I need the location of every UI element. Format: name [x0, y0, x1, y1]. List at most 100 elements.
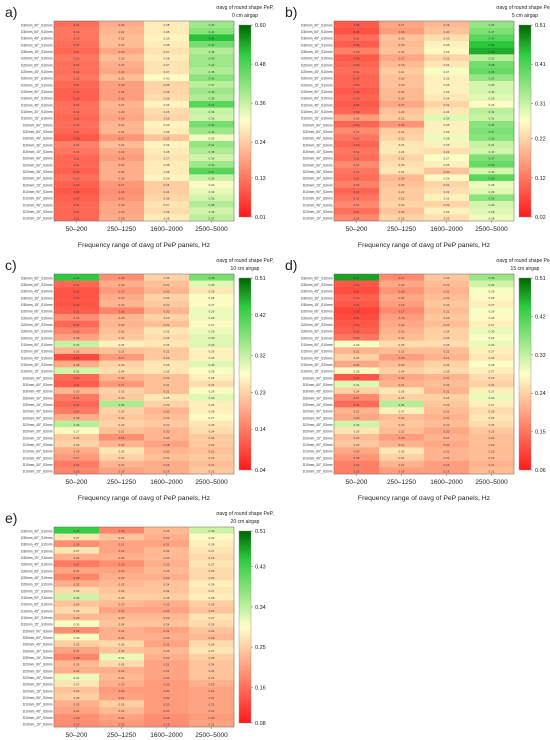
cell-value-label: 0.27 [489, 323, 495, 327]
cell-value-label: 0.23 [164, 549, 170, 553]
cell-value-label: 0.11 [74, 50, 80, 54]
cell-value-label: 0.46 [489, 50, 495, 54]
cell-value-label: 0.20 [119, 316, 125, 320]
heatmap-cell [144, 667, 190, 674]
x-tick-label: 1600–2000 [150, 226, 183, 233]
cell-value-label: 0.23 [354, 443, 360, 447]
cell-value-label: 0.27 [209, 303, 215, 307]
heatmap-cell [144, 354, 190, 361]
heatmap-cell [379, 294, 425, 301]
heatmap-cell [144, 67, 190, 75]
cell-value-label: 0.18 [119, 83, 125, 87]
cell-value-label: 0.22 [444, 103, 450, 107]
heatmap-cell [469, 121, 515, 128]
cell-value-label: 0.24 [164, 336, 170, 340]
heatmap-cell [379, 334, 425, 341]
heatmap-cell [99, 567, 145, 574]
cell-value-label: 0.13 [74, 30, 80, 34]
heatmap-cell [99, 533, 145, 541]
heatmap-cell [424, 67, 470, 75]
cell-value-label: 0.27 [164, 157, 170, 161]
cell-value-label: 0.19 [119, 283, 125, 287]
heatmap-cell [469, 61, 515, 68]
cell-value-label: 0.19 [444, 470, 450, 474]
cell-value-label: 0.12 [74, 103, 80, 107]
cell-value-label: 0.19 [399, 316, 405, 320]
heatmap-cell [334, 414, 380, 421]
cell-value-label: 0.22 [164, 356, 170, 360]
heatmap-cell [424, 354, 470, 361]
cell-value-label: 0.20 [164, 696, 170, 700]
cell-value-label: 0.22 [399, 157, 405, 161]
cell-value-label: 0.24 [164, 583, 170, 587]
heatmap-cell [424, 340, 470, 348]
heatmap-cell [54, 360, 100, 368]
cell-value-label: 0.19 [74, 723, 80, 727]
cell-value-label: 0.11 [74, 157, 80, 161]
row-label: D20mm_60°_S3mm [303, 416, 333, 420]
heatmap-cell [99, 147, 145, 155]
heatmap-cell [144, 647, 190, 654]
cell-value-label: 0.22 [74, 436, 80, 440]
heatmap-cell [469, 167, 515, 175]
cell-value-label: 0.34 [399, 403, 405, 407]
cell-value-label: 0.22 [489, 436, 495, 440]
cell-value-label: 0.19 [164, 463, 170, 467]
heatmap-cell [189, 633, 235, 641]
cell-value-label: 0.24 [119, 589, 125, 593]
row-label: D30mm_90°_S10mm [301, 23, 333, 27]
cell-value-label: 0.20 [119, 110, 125, 114]
cell-value-label: 0.17 [119, 197, 125, 201]
heatmap-cell [334, 387, 380, 395]
heatmap-cell [189, 427, 235, 435]
heatmap-cell [379, 201, 425, 208]
cell-value-label: 0.22 [489, 450, 495, 454]
x-tick-label: 1600–2000 [150, 732, 183, 739]
heatmap-cell [144, 154, 190, 162]
row-label: D10mm_30°_S10mm [21, 110, 53, 114]
heatmap-cell [99, 687, 145, 694]
heatmap-cell [189, 194, 235, 202]
cell-value-label: 0.21 [444, 376, 450, 380]
row-label: D20mm_90°_S3mm [23, 663, 53, 667]
cell-value-label: 0.20 [399, 77, 405, 81]
cell-value-label: 0.20 [119, 689, 125, 693]
row-label: D30mm_15°_S10mm [21, 50, 53, 54]
cell-value-label: 0.26 [209, 556, 215, 560]
cell-value-label: 0.30 [489, 170, 495, 174]
cell-value-label: 0.27 [399, 410, 405, 414]
heatmap-cell [379, 101, 425, 108]
colorbar [518, 24, 532, 218]
heatmap-cell [99, 633, 145, 641]
cell-value-label: 0.22 [119, 43, 125, 47]
heatmap-cell [424, 334, 470, 341]
cell-value-label: 0.25 [444, 77, 450, 81]
heatmap-cell [144, 427, 190, 435]
heatmap-cell [144, 627, 190, 634]
cell-value-label: 0.27 [209, 563, 215, 567]
heatmap-cell [99, 580, 145, 588]
cell-value-label: 0.26 [489, 356, 495, 360]
cell-value-label: 0.20 [164, 683, 170, 687]
row-label: D30mm_45°_S3mm [23, 643, 53, 647]
cell-value-label: 0.29 [164, 143, 170, 147]
cell-value-label: 0.13 [74, 77, 80, 81]
row-label: D20mm_60°_S10mm [301, 316, 333, 320]
heatmap-cell [334, 280, 380, 288]
heatmap-cell [99, 294, 145, 301]
row-label: D10mm_15°_S10mm [21, 117, 53, 121]
heatmap-cell [334, 21, 380, 28]
cell-value-label: 0.21 [399, 117, 405, 121]
cell-value-label: 0.22 [444, 350, 450, 354]
cell-value-label: 0.23 [489, 430, 495, 434]
cell-value-label: 0.28 [444, 137, 450, 141]
heatmap-cell [424, 61, 470, 68]
heatmap-cell [99, 627, 145, 634]
heatmap-cell [469, 300, 515, 308]
cell-value-label: 0.40 [209, 23, 215, 27]
cell-value-label: 0.19 [119, 150, 125, 154]
heatmap-cell [189, 713, 235, 721]
cell-value-label: 0.16 [354, 463, 360, 467]
cell-value-label: 0.12 [74, 123, 80, 127]
heatmap-cell [144, 167, 190, 175]
